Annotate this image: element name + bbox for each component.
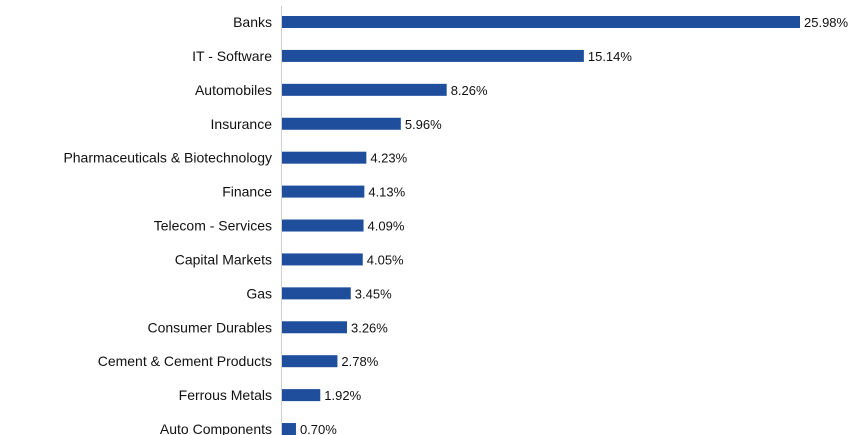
bar (282, 151, 367, 164)
bar (282, 389, 321, 402)
data-label: 0.70% (300, 422, 337, 435)
bar (282, 321, 347, 334)
bar (282, 253, 363, 266)
category-label: Telecom - Services (154, 218, 272, 234)
data-label: 4.13% (368, 185, 405, 200)
data-label: 4.05% (367, 252, 404, 267)
bar (282, 423, 296, 435)
bar (282, 117, 401, 130)
bar (282, 49, 584, 62)
category-label: Cement & Cement Products (98, 353, 272, 369)
category-label: Gas (246, 285, 272, 301)
bar (282, 219, 364, 232)
category-label: Ferrous Metals (179, 387, 272, 403)
bar (282, 287, 351, 300)
data-label: 2.78% (341, 354, 378, 369)
data-label: 15.14% (588, 49, 633, 64)
bar (282, 16, 800, 28)
category-label: Insurance (211, 116, 273, 132)
bar (282, 83, 447, 96)
category-label: IT - Software (192, 48, 272, 64)
data-label: 4.09% (368, 219, 405, 234)
category-label: Finance (222, 184, 272, 200)
bar (282, 185, 365, 198)
data-label: 8.26% (451, 83, 488, 98)
category-label: Banks (233, 14, 272, 30)
data-label: 3.26% (351, 320, 388, 335)
category-label: Consumer Durables (148, 319, 273, 335)
bar (282, 355, 338, 368)
data-label: 25.98% (804, 15, 849, 30)
category-label: Pharmaceuticals & Biotechnology (63, 150, 272, 166)
category-label: Automobiles (195, 82, 272, 98)
category-label: Auto Components (160, 421, 272, 435)
data-label: 5.96% (405, 117, 442, 132)
data-label: 3.45% (355, 286, 392, 301)
category-label: Capital Markets (175, 251, 272, 267)
data-label: 1.92% (324, 388, 361, 403)
data-label: 4.23% (370, 151, 407, 166)
